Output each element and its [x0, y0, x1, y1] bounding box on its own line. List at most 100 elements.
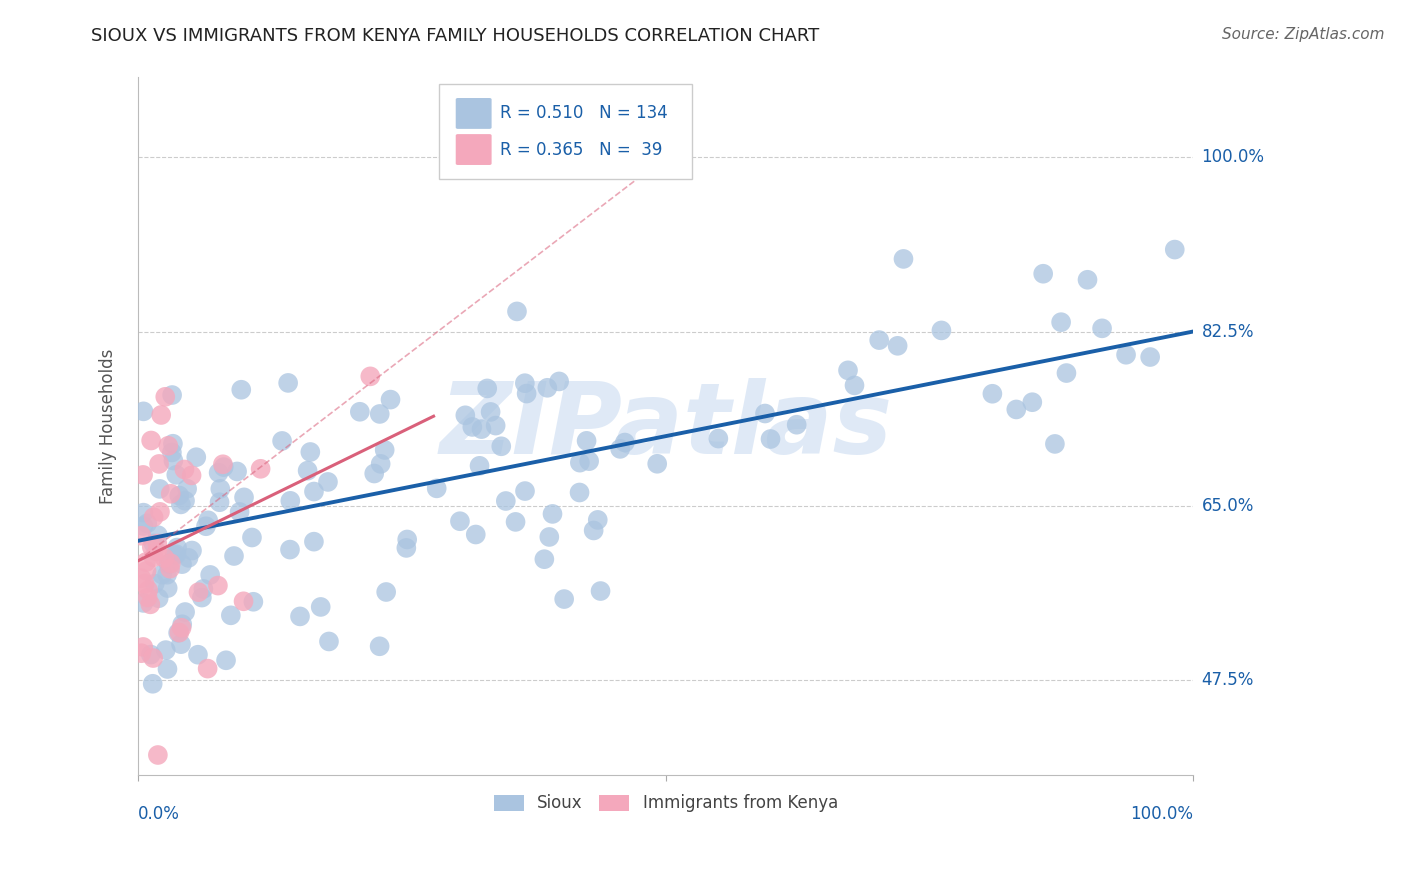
Point — [172, 617, 194, 632]
Point — [159, 562, 181, 576]
Point — [157, 439, 180, 453]
Point — [240, 531, 263, 545]
Point — [162, 436, 184, 450]
Point — [142, 510, 165, 524]
FancyBboxPatch shape — [456, 134, 492, 165]
Point — [288, 609, 311, 624]
Point — [1021, 395, 1043, 409]
Point — [146, 536, 169, 550]
Point — [131, 529, 153, 543]
Point — [479, 405, 502, 419]
Point — [209, 482, 232, 496]
Point — [195, 519, 218, 533]
Point — [207, 466, 229, 480]
Point — [169, 625, 191, 640]
Point — [505, 515, 527, 529]
Point — [1139, 350, 1161, 364]
Point — [538, 530, 561, 544]
Point — [219, 608, 242, 623]
Point — [495, 494, 517, 508]
Text: R = 0.510   N = 134: R = 0.510 N = 134 — [501, 104, 668, 122]
Point — [187, 585, 209, 599]
Point — [197, 662, 219, 676]
Point — [226, 465, 249, 479]
Point — [1050, 315, 1073, 329]
Point — [302, 484, 325, 499]
Text: 100.0%: 100.0% — [1202, 148, 1264, 166]
Point — [568, 485, 591, 500]
Point — [139, 648, 162, 662]
Point — [132, 640, 155, 654]
Point — [363, 467, 385, 481]
Point — [132, 404, 155, 418]
Point — [146, 747, 169, 762]
Point — [886, 339, 908, 353]
Point — [454, 409, 477, 423]
Point — [165, 547, 187, 561]
Point — [149, 505, 172, 519]
Point — [191, 591, 214, 605]
Point — [278, 542, 301, 557]
Point — [169, 489, 191, 503]
Point — [165, 467, 187, 482]
Point — [1091, 321, 1114, 335]
Text: 100.0%: 100.0% — [1130, 805, 1194, 823]
Point — [297, 464, 319, 478]
Point — [170, 621, 193, 635]
Point — [613, 435, 636, 450]
Point — [153, 551, 176, 566]
Point — [707, 432, 730, 446]
Point — [893, 252, 915, 266]
Point — [142, 536, 165, 550]
Point — [156, 662, 179, 676]
Point — [163, 548, 186, 562]
Text: 65.0%: 65.0% — [1202, 497, 1254, 515]
Point — [149, 482, 172, 496]
Point — [228, 505, 250, 519]
Point — [477, 381, 499, 395]
Point — [134, 576, 156, 591]
Point — [461, 420, 484, 434]
Point — [197, 513, 219, 527]
Point — [380, 392, 402, 407]
Point — [148, 457, 170, 471]
Point — [159, 487, 181, 501]
Point — [187, 648, 209, 662]
Point — [464, 527, 486, 541]
Point — [142, 677, 165, 691]
Point — [931, 323, 953, 337]
Point — [132, 596, 155, 610]
Point — [249, 462, 271, 476]
Point — [141, 540, 163, 554]
Point — [513, 376, 536, 391]
Point — [215, 653, 238, 667]
Point — [193, 582, 215, 596]
Point — [177, 550, 200, 565]
Point — [506, 304, 529, 318]
Point — [135, 555, 157, 569]
Point — [582, 524, 605, 538]
Point — [1076, 273, 1098, 287]
Point — [395, 541, 418, 555]
Point — [176, 482, 198, 496]
Point — [533, 552, 555, 566]
Point — [242, 595, 264, 609]
Point — [589, 584, 612, 599]
Point — [232, 594, 254, 608]
Text: ZIPatlas: ZIPatlas — [439, 377, 893, 475]
Point — [449, 514, 471, 528]
Point — [1043, 437, 1066, 451]
Point — [198, 568, 221, 582]
Point — [786, 417, 808, 432]
Point — [155, 390, 177, 404]
Point — [1164, 243, 1187, 257]
Point — [981, 386, 1004, 401]
Point — [208, 495, 231, 509]
Point — [132, 467, 155, 482]
Point — [174, 493, 197, 508]
Point — [150, 408, 173, 422]
Point — [159, 556, 181, 570]
Point — [150, 567, 173, 582]
Point — [548, 375, 571, 389]
Text: 0.0%: 0.0% — [138, 805, 180, 823]
